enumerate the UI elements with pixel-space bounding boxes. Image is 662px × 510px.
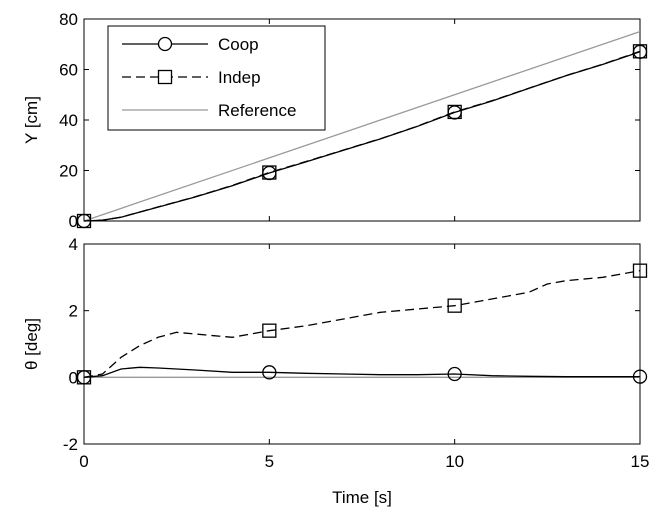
y-tick-label: 80 [59, 10, 78, 29]
data-point-coop [262, 365, 277, 380]
legend-box [107, 25, 326, 131]
plot-1: 0 20 40 60 80 Y [cm] Coop Indep Reference [22, 10, 648, 231]
y-tick-label: 60 [59, 61, 78, 80]
y-tick-label: 0 [69, 212, 78, 231]
x-tick-label: 5 [265, 452, 274, 471]
x-tick-label: 0 [79, 452, 88, 471]
data-point-indep [632, 44, 648, 59]
data-point-coop [632, 369, 648, 384]
data-point-coop [447, 366, 462, 382]
y-tick-label: 4 [69, 235, 78, 254]
legend-label-indep: Indep [218, 68, 261, 87]
legend-label-reference: Reference [218, 101, 296, 120]
series-line-coop [83, 366, 640, 378]
legend-marker-coop [157, 36, 173, 52]
legend-label-coop: Coop [218, 35, 259, 54]
data-point-indep [447, 104, 462, 120]
y-tick-label: 2 [69, 302, 78, 321]
y-axis-label: θ [deg] [22, 318, 41, 370]
x-tick-label: 15 [631, 452, 650, 471]
data-point-indep [262, 165, 277, 180]
data-point-indep [447, 298, 462, 313]
x-axis-label: Time [s] [332, 488, 392, 507]
y-tick-label: 20 [59, 162, 78, 181]
data-point-indep [76, 370, 92, 385]
plot-frame [83, 243, 641, 445]
x-tick-label: 10 [445, 452, 464, 471]
series-line-indep [83, 50, 641, 222]
data-point-indep [632, 263, 648, 278]
legend-marker-indep [157, 69, 173, 85]
y-tick-label: 40 [59, 111, 78, 130]
series-line-indep [83, 270, 641, 378]
legend: Coop Indep Reference [107, 25, 326, 131]
y-tick-label: -2 [63, 435, 78, 454]
data-point-indep [262, 323, 277, 338]
series-line-reference [83, 30, 641, 222]
y-tick-label: 0 [69, 368, 78, 387]
y-axis-label: Y [cm] [22, 96, 41, 144]
data-point-indep [76, 213, 92, 229]
